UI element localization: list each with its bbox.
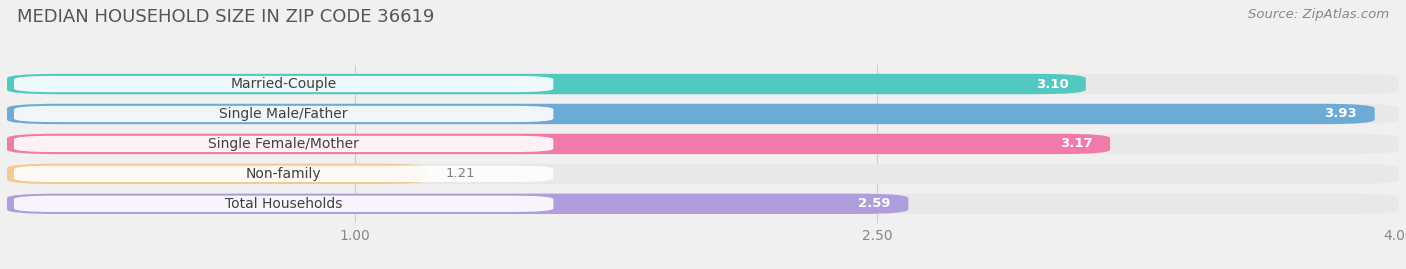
FancyBboxPatch shape — [7, 194, 908, 214]
Text: Non-family: Non-family — [246, 167, 322, 181]
FancyBboxPatch shape — [14, 196, 554, 212]
FancyBboxPatch shape — [7, 164, 427, 184]
Text: 3.93: 3.93 — [1324, 108, 1357, 121]
Text: Single Female/Mother: Single Female/Mother — [208, 137, 359, 151]
FancyBboxPatch shape — [7, 194, 1399, 214]
FancyBboxPatch shape — [14, 166, 554, 182]
FancyBboxPatch shape — [7, 134, 1111, 154]
FancyBboxPatch shape — [7, 74, 1399, 94]
Text: MEDIAN HOUSEHOLD SIZE IN ZIP CODE 36619: MEDIAN HOUSEHOLD SIZE IN ZIP CODE 36619 — [17, 8, 434, 26]
FancyBboxPatch shape — [14, 136, 554, 152]
FancyBboxPatch shape — [7, 164, 1399, 184]
FancyBboxPatch shape — [7, 74, 1085, 94]
Text: Single Male/Father: Single Male/Father — [219, 107, 347, 121]
Text: 2.59: 2.59 — [859, 197, 891, 210]
FancyBboxPatch shape — [14, 76, 554, 92]
Text: Married-Couple: Married-Couple — [231, 77, 337, 91]
Text: 3.17: 3.17 — [1060, 137, 1092, 150]
FancyBboxPatch shape — [7, 104, 1399, 124]
Text: 3.10: 3.10 — [1036, 77, 1069, 91]
FancyBboxPatch shape — [7, 104, 1375, 124]
Text: Total Households: Total Households — [225, 197, 343, 211]
FancyBboxPatch shape — [14, 106, 554, 122]
Text: 1.21: 1.21 — [446, 167, 475, 180]
Text: Source: ZipAtlas.com: Source: ZipAtlas.com — [1249, 8, 1389, 21]
FancyBboxPatch shape — [7, 134, 1399, 154]
